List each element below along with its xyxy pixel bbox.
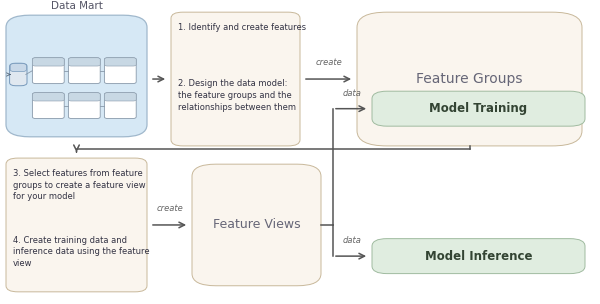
Text: Data Mart: Data Mart	[50, 1, 103, 11]
FancyBboxPatch shape	[68, 93, 100, 119]
Text: data: data	[343, 237, 362, 246]
FancyBboxPatch shape	[68, 58, 100, 66]
FancyBboxPatch shape	[32, 93, 64, 101]
FancyBboxPatch shape	[104, 58, 136, 84]
Text: Model Inference: Model Inference	[425, 250, 532, 263]
Text: 3. Select features from feature
groups to create a feature view
for your model: 3. Select features from feature groups t…	[13, 169, 146, 201]
FancyBboxPatch shape	[6, 15, 147, 137]
FancyBboxPatch shape	[6, 158, 147, 292]
FancyBboxPatch shape	[104, 58, 136, 66]
FancyBboxPatch shape	[104, 93, 136, 101]
Text: Feature Groups: Feature Groups	[416, 72, 523, 86]
FancyBboxPatch shape	[32, 58, 64, 66]
Text: 2. Design the data model:
the feature groups and the
relationships between them: 2. Design the data model: the feature gr…	[178, 79, 296, 112]
Text: Model Training: Model Training	[430, 102, 527, 115]
FancyBboxPatch shape	[32, 58, 64, 84]
Text: 1. Identify and create features: 1. Identify and create features	[178, 23, 307, 32]
FancyBboxPatch shape	[192, 164, 321, 286]
FancyBboxPatch shape	[372, 91, 585, 126]
FancyBboxPatch shape	[10, 63, 27, 86]
Text: create: create	[315, 58, 342, 67]
Text: 4. Create training data and
inference data using the feature
view: 4. Create training data and inference da…	[13, 236, 150, 268]
FancyBboxPatch shape	[171, 12, 300, 146]
FancyBboxPatch shape	[68, 58, 100, 84]
Text: Feature Views: Feature Views	[212, 219, 301, 231]
FancyBboxPatch shape	[357, 12, 582, 146]
FancyBboxPatch shape	[32, 93, 64, 119]
FancyBboxPatch shape	[10, 64, 26, 72]
FancyBboxPatch shape	[372, 239, 585, 274]
FancyBboxPatch shape	[68, 93, 100, 101]
Text: data: data	[343, 89, 362, 98]
Text: create: create	[156, 204, 183, 213]
FancyBboxPatch shape	[104, 93, 136, 119]
